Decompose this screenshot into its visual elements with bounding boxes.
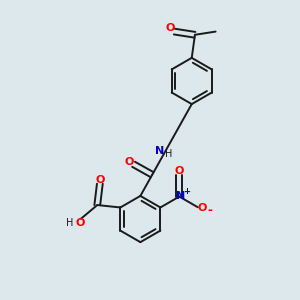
Text: O: O [198, 203, 207, 213]
Text: O: O [175, 166, 184, 176]
Text: O: O [95, 175, 104, 184]
Text: +: + [183, 187, 190, 196]
Text: N: N [176, 190, 185, 201]
Text: N: N [155, 146, 164, 156]
Text: O: O [165, 23, 175, 33]
Text: H: H [66, 218, 74, 228]
Text: H: H [165, 149, 172, 159]
Text: O: O [76, 218, 85, 228]
Text: O: O [124, 157, 134, 167]
Text: -: - [207, 204, 212, 217]
